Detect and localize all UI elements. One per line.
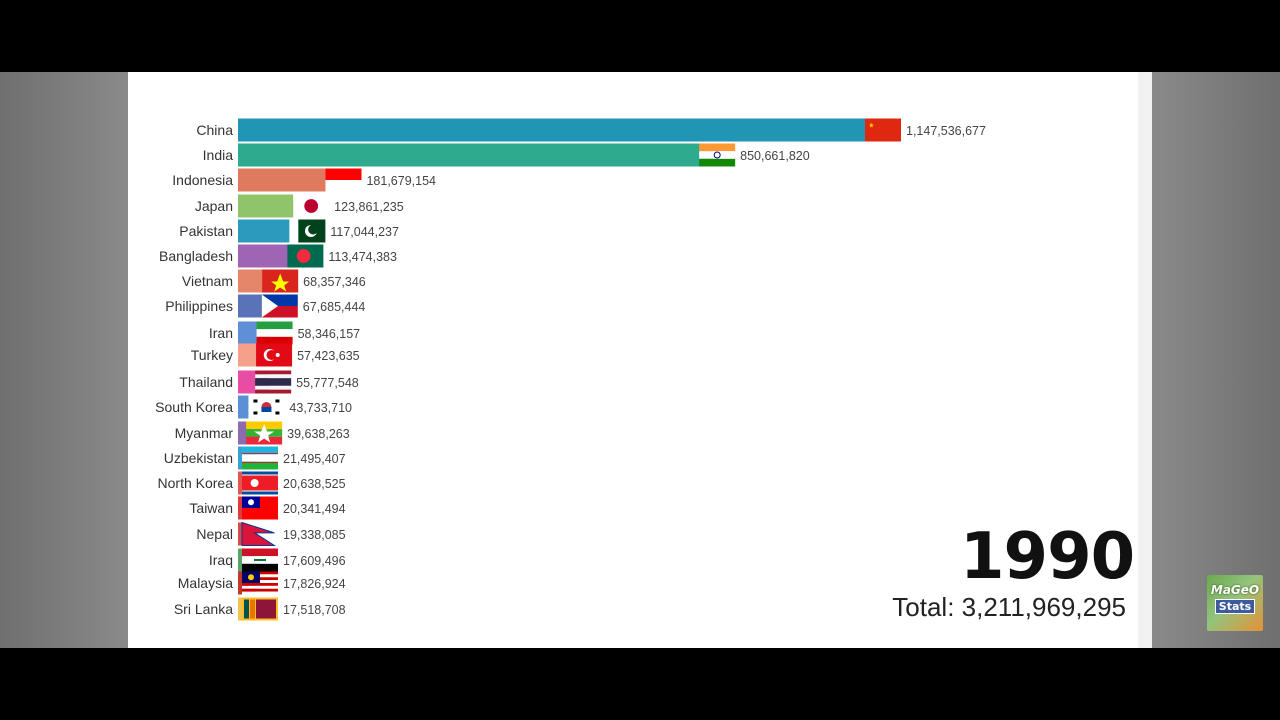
bar-row-thailand: Thailand 55,777,548 [179,370,359,394]
category-label: Turkey [191,347,233,363]
bar-row-north-korea: North Korea 20,638,525 [158,471,346,495]
blurred-side-left [0,72,128,648]
india-flag-icon [699,143,736,167]
value-label: 21,495,407 [283,452,346,466]
category-label: China [196,122,233,138]
category-label: Uzbekistan [164,450,233,466]
chart-stage [128,72,1152,648]
bar-row-indonesia: Indonesia 181,679,154 [172,168,436,192]
mageo-stats-logo: MaGeO Stats [1207,575,1263,631]
pakistan-flag-icon [289,219,326,243]
value-label: 19,338,085 [283,528,346,542]
category-label: India [203,147,234,163]
bar-row-myanmar: Myanmar 39,638,263 [175,421,350,445]
bar-row-iran: Iran 58,346,157 [209,321,361,345]
nepal-flag-icon [241,521,278,546]
south-korea-flag-icon [248,395,285,419]
category-label: South Korea [155,399,233,415]
value-label: 57,423,635 [297,349,360,363]
category-label: Pakistan [179,223,233,239]
bar-row-bangladesh: Bangladesh 113,474,383 [159,244,397,268]
iraq-flag-icon [242,548,278,572]
bar [238,118,879,142]
logo-line1: MaGeO [1210,583,1260,597]
category-label: Nepal [196,526,233,542]
category-label: Indonesia [172,172,233,188]
category-label: Myanmar [175,425,234,441]
bangladesh-flag-icon [287,244,324,268]
value-label: 43,733,710 [289,401,352,415]
myanmar-flag-icon [246,421,283,445]
value-label: 17,609,496 [283,554,346,568]
turkey-flag-icon [256,343,293,367]
value-label: 1,147,536,677 [906,124,986,138]
blurred-side-right [1152,72,1280,648]
bar-row-uzbekistan: Uzbekistan 21,495,407 [164,446,346,470]
iran-flag-icon [256,321,293,345]
value-label: 68,357,346 [303,275,366,289]
value-label: 55,777,548 [296,376,359,390]
bar-row-taiwan: Taiwan 20,341,494 [189,496,346,520]
category-label: Malaysia [178,575,233,591]
value-label: 17,518,708 [283,603,346,617]
north-korea-flag-icon [242,471,278,495]
thailand-flag-icon [255,370,292,394]
china-flag-icon [865,118,901,142]
category-label: Thailand [179,374,233,390]
taiwan-flag-icon [242,496,278,520]
bar-row-malaysia: Malaysia 17,826,924 [178,571,346,595]
bar-row-sri-lanka: Sri Lanka 17,518,708 [174,597,346,621]
stage-edge [1138,72,1152,648]
year-label: 1990 [960,520,1135,594]
bar [238,219,304,243]
bar-row-india: India 850,661,820 [203,143,810,167]
malaysia-flag-icon [242,571,278,595]
category-label: North Korea [158,475,234,491]
category-label: Iraq [209,552,233,568]
letterbox-bottom [0,648,1280,720]
indonesia-flag-icon [325,168,362,192]
bar-row-nepal: Nepal 19,338,085 [196,521,346,546]
category-label: Japan [195,198,233,214]
bar [238,143,714,167]
category-label: Bangladesh [159,248,233,264]
value-label: 17,826,924 [283,577,346,591]
category-label: Philippines [165,298,233,314]
category-label: Iran [209,325,233,341]
bar-row-philippines: Philippines 67,685,444 [165,294,366,318]
bar [238,244,302,268]
bar [238,194,308,218]
philippines-flag-icon [261,294,298,318]
value-label: 113,474,383 [328,250,397,264]
value-label: 850,661,820 [740,149,810,163]
logo-line2: Stats [1214,599,1256,614]
bar-row-japan: Japan 123,861,235 [195,194,404,218]
value-label: 123,861,235 [334,200,404,214]
bar [238,168,340,192]
bar-row-pakistan: Pakistan 117,044,237 [179,219,399,243]
value-label: 181,679,154 [366,174,436,188]
value-label: 58,346,157 [298,327,361,341]
japan-flag-icon [293,194,330,218]
bar-row-south-korea: South Korea 43,733,710 [155,395,352,419]
value-label: 67,685,444 [303,300,366,314]
bar-row-china: China 1,147,536,677 [196,118,986,142]
value-label: 20,638,525 [283,477,346,491]
bar-row-turkey: Turkey 57,423,635 [191,343,360,367]
total-label: Total: 3,211,969,295 [892,592,1126,622]
letterbox-top [0,0,1280,72]
vietnam-flag-icon [262,269,299,293]
value-label: 39,638,263 [287,427,350,441]
category-label: Sri Lanka [174,601,233,617]
value-label: 117,044,237 [330,225,399,239]
value-label: 20,341,494 [283,502,346,516]
category-label: Vietnam [182,273,233,289]
sri-lanka-flag-icon [242,597,278,621]
uzbekistan-flag-icon [242,446,278,470]
bar-row-vietnam: Vietnam 68,357,346 [182,269,366,293]
bar-row-iraq: Iraq 17,609,496 [209,548,346,572]
category-label: Taiwan [189,500,233,516]
